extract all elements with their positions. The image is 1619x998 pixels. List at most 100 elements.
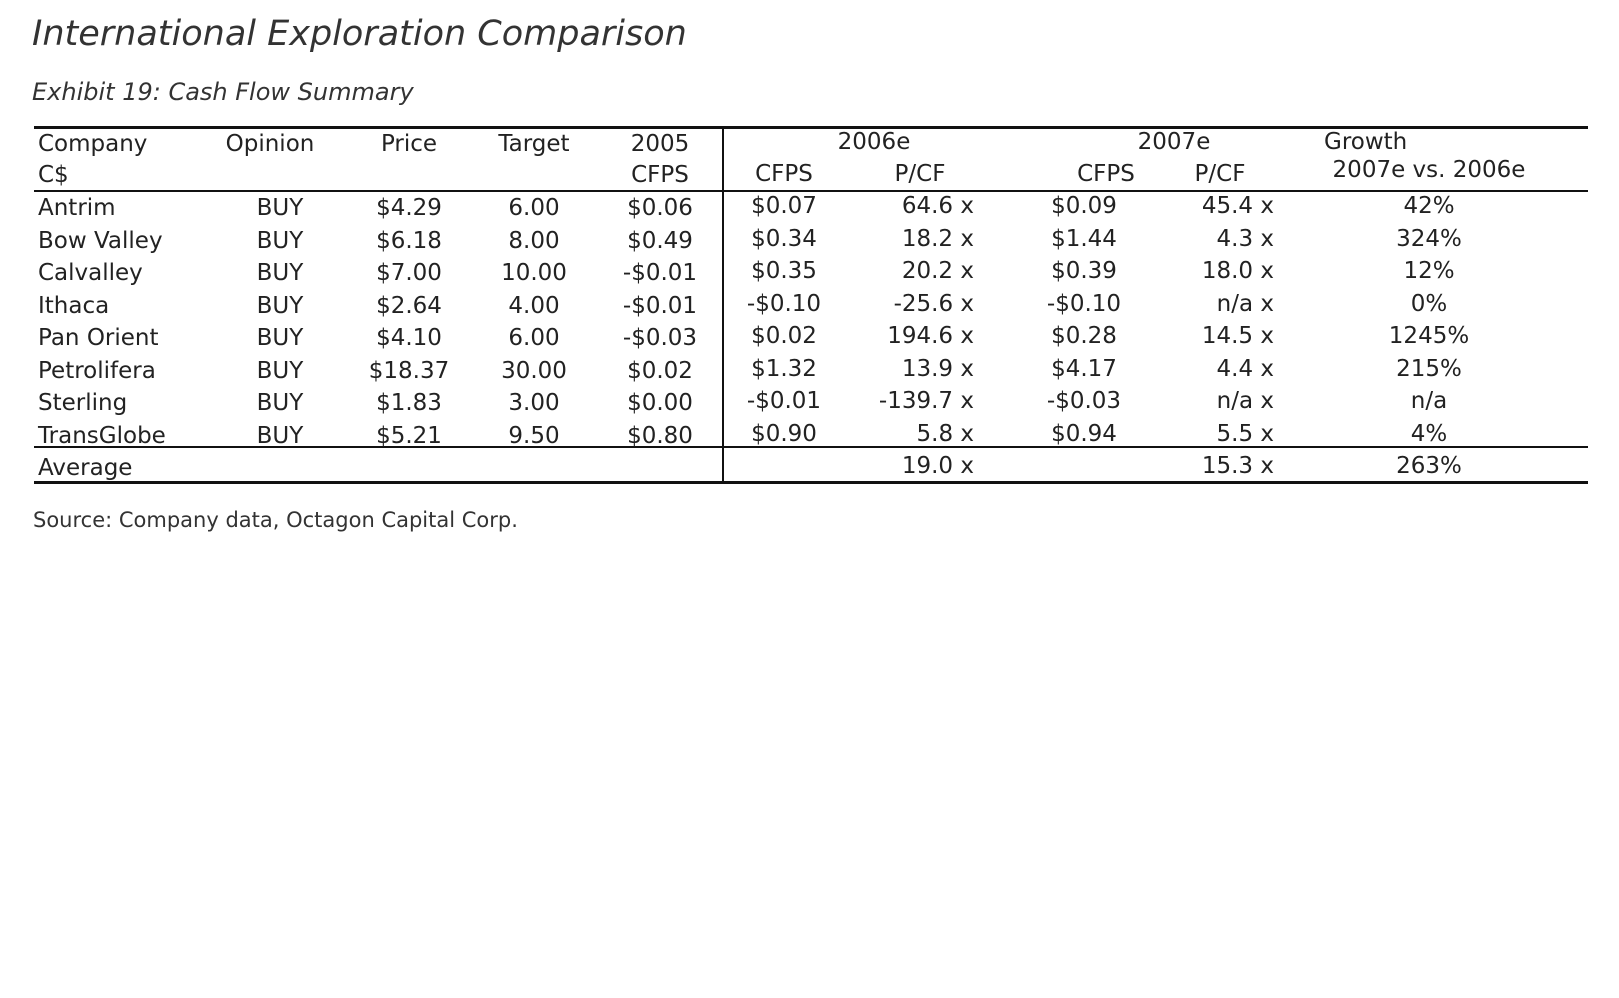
cell-cfps-2007: $4.17 bbox=[1051, 355, 1117, 382]
cell-cfps-2006: -$0.01 bbox=[746, 388, 822, 414]
source-note: Source: Company data, Octagon Capital Co… bbox=[33, 508, 518, 532]
cell-cfps-2005: $0.06 bbox=[627, 195, 693, 221]
cell-cfps-2006: -$0.10 bbox=[746, 290, 822, 317]
cell-target: 3.00 bbox=[508, 390, 560, 416]
cell-pcf-2007: 4.4 x bbox=[1216, 355, 1275, 382]
cell-cfps-2005: $0.02 bbox=[627, 357, 693, 384]
cash-flow-table: Company Opinion Price Target 2005 2006e … bbox=[34, 126, 1588, 502]
cell-pcf-2006: 5.8 x bbox=[916, 420, 975, 447]
cell-cfps-2006: $1.32 bbox=[751, 355, 817, 382]
cell-opinion: BUY bbox=[256, 390, 304, 416]
cell-cfps-2005: $0.49 bbox=[627, 227, 693, 254]
cell-opinion: BUY bbox=[256, 422, 304, 449]
cell-growth: 324% bbox=[1396, 225, 1462, 252]
header-cfps-2006: CFPS bbox=[755, 161, 813, 187]
cell-company: Ithaca bbox=[38, 292, 110, 319]
cell-company: Pan Orient bbox=[38, 325, 159, 351]
average-label: Average bbox=[38, 455, 133, 481]
header-price: Price bbox=[380, 131, 438, 157]
cell-price: $4.10 bbox=[376, 325, 442, 351]
cell-price: $1.83 bbox=[376, 390, 442, 416]
exhibit-subtitle: Exhibit 19: Cash Flow Summary bbox=[32, 78, 414, 106]
cell-cfps-2005: -$0.01 bbox=[622, 292, 698, 319]
cell-price: $6.18 bbox=[376, 227, 442, 254]
header-2007e: 2007e bbox=[1137, 129, 1211, 155]
cell-target: 9.50 bbox=[508, 422, 560, 449]
cell-cfps-2006: $0.90 bbox=[751, 420, 817, 447]
cell-price: $2.64 bbox=[376, 292, 442, 319]
cell-growth: 1245% bbox=[1388, 323, 1470, 349]
header-pcf-2007: P/CF bbox=[1194, 161, 1246, 187]
cell-company: Antrim bbox=[38, 195, 116, 221]
cell-pcf-2007: n/a x bbox=[1216, 290, 1274, 317]
column-divider bbox=[722, 126, 724, 484]
cell-cfps-2007: $0.94 bbox=[1051, 420, 1117, 447]
cell-company: TransGlobe bbox=[38, 422, 166, 449]
cell-cfps-2007: $0.09 bbox=[1051, 193, 1117, 219]
cell-company: Petrolifera bbox=[38, 357, 156, 384]
cell-growth: 0% bbox=[1410, 290, 1448, 317]
header-growth: Growth bbox=[1324, 129, 1408, 155]
cell-price: $7.00 bbox=[376, 260, 442, 286]
header-currency: C$ bbox=[38, 162, 69, 188]
header-2005: 2005 bbox=[630, 131, 690, 157]
cell-growth: 42% bbox=[1403, 193, 1455, 219]
cell-pcf-2007: 18.0 x bbox=[1201, 258, 1274, 284]
cell-target: 6.00 bbox=[508, 195, 560, 221]
table-bottom-rule bbox=[34, 481, 1588, 484]
table-top-rule bbox=[34, 126, 1588, 129]
cell-opinion: BUY bbox=[256, 357, 304, 384]
cell-pcf-2007: 45.4 x bbox=[1201, 193, 1274, 219]
cell-pcf-2006: 64.6 x bbox=[901, 193, 974, 219]
cell-opinion: BUY bbox=[256, 325, 304, 351]
cell-growth: 12% bbox=[1403, 258, 1455, 284]
header-bottom-rule bbox=[34, 190, 1588, 192]
header-pcf-2006: P/CF bbox=[894, 161, 946, 187]
header-cfps-2005: CFPS bbox=[631, 162, 689, 188]
cell-cfps-2006: $0.34 bbox=[751, 225, 817, 252]
cell-cfps-2005: $0.00 bbox=[627, 390, 693, 416]
cell-pcf-2006: 20.2 x bbox=[901, 258, 974, 284]
cell-pcf-2007: 5.5 x bbox=[1216, 420, 1275, 447]
cell-opinion: BUY bbox=[256, 260, 304, 286]
cell-cfps-2005: -$0.03 bbox=[622, 325, 698, 351]
page-title: International Exploration Comparison bbox=[32, 14, 687, 54]
cell-company: Sterling bbox=[38, 390, 128, 416]
cell-pcf-2006: -139.7 x bbox=[878, 388, 974, 414]
cell-cfps-2007: -$0.10 bbox=[1046, 290, 1122, 317]
cell-target: 4.00 bbox=[508, 292, 560, 319]
cell-pcf-2007: n/a x bbox=[1216, 388, 1274, 414]
header-growth-sub: 2007e vs. 2006e bbox=[1332, 157, 1526, 183]
cell-target: 8.00 bbox=[508, 227, 560, 254]
cell-target: 10.00 bbox=[501, 260, 567, 286]
average-growth: 263% bbox=[1396, 453, 1462, 479]
cell-company: Calvalley bbox=[38, 260, 143, 286]
cell-cfps-2005: $0.80 bbox=[627, 422, 693, 449]
cell-pcf-2006: 13.9 x bbox=[901, 355, 974, 382]
cell-cfps-2007: -$0.03 bbox=[1046, 388, 1122, 414]
cell-cfps-2005: -$0.01 bbox=[622, 260, 698, 286]
cell-pcf-2007: 14.5 x bbox=[1201, 323, 1274, 349]
cell-cfps-2007: $0.39 bbox=[1051, 258, 1117, 284]
average-pcf-2006: 19.0 x bbox=[901, 453, 974, 479]
cell-price: $18.37 bbox=[368, 357, 450, 384]
cell-pcf-2006: 194.6 x bbox=[887, 323, 974, 349]
header-cfps-2007: CFPS bbox=[1077, 161, 1135, 187]
cell-target: 6.00 bbox=[508, 325, 560, 351]
header-opinion: Opinion bbox=[225, 131, 315, 157]
cell-price: $5.21 bbox=[376, 422, 442, 449]
cell-pcf-2006: -25.6 x bbox=[893, 290, 974, 317]
cell-cfps-2007: $0.28 bbox=[1051, 323, 1117, 349]
cell-cfps-2007: $1.44 bbox=[1051, 225, 1117, 252]
average-top-rule bbox=[34, 446, 1588, 448]
cell-pcf-2006: 18.2 x bbox=[901, 225, 974, 252]
header-target: Target bbox=[498, 131, 570, 157]
cell-target: 30.00 bbox=[501, 357, 567, 384]
header-company: Company bbox=[38, 131, 148, 157]
cell-pcf-2007: 4.3 x bbox=[1216, 225, 1275, 252]
cell-price: $4.29 bbox=[376, 195, 442, 221]
cell-growth: 4% bbox=[1410, 420, 1448, 447]
cell-growth: n/a bbox=[1410, 388, 1448, 414]
cell-opinion: BUY bbox=[256, 195, 304, 221]
cell-opinion: BUY bbox=[256, 292, 304, 319]
